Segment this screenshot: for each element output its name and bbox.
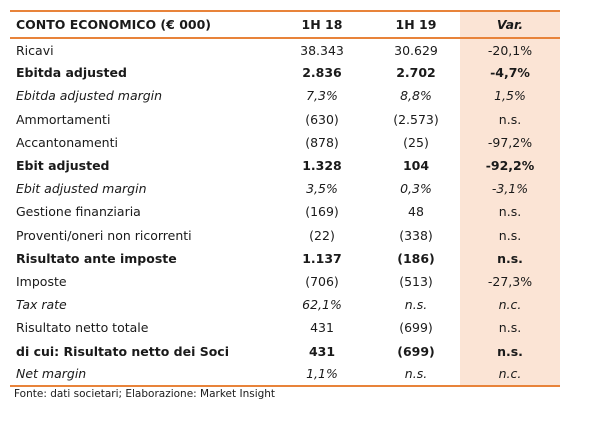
column-header: 1H 19 (395, 17, 437, 32)
row-label: Ebitda adjusted margin (16, 88, 163, 104)
table-container: CONTO ECONOMICO (€ 000) 1H 18 1H 19 Var. Ri… (10, 10, 560, 387)
cell: (699) (397, 343, 435, 359)
cell: (169) (305, 204, 339, 220)
cell: n.s. (460, 246, 560, 270)
table-row: Risultato netto totale 431 (699) n.s. (10, 316, 560, 340)
row-label: Imposte (16, 273, 67, 289)
cell: n.s. (460, 339, 560, 363)
row-label: Tax rate (16, 297, 67, 313)
table-row: di cui: Risultato netto dei Soci 431 (699)… (10, 339, 560, 363)
row-label: Risultato netto totale (16, 320, 149, 336)
cell: 431 (310, 320, 334, 336)
cell: n.s. (404, 366, 428, 382)
cell: (338) (399, 227, 433, 243)
source-note: Fonte: dati societari; Elaborazione: Mar… (14, 388, 276, 400)
cell: 1.328 (302, 158, 342, 174)
cell: n.s. (460, 200, 560, 224)
cell: 62,1% (302, 297, 342, 313)
cell: 1,1% (306, 366, 338, 382)
cell: 1,5% (460, 84, 560, 108)
cell: -20,1% (460, 38, 560, 62)
cell: 8,8% (400, 88, 432, 104)
cell: 3,5% (306, 181, 338, 197)
cell: 48 (408, 204, 424, 220)
table-row: Net margin 1,1% n.s. n.c. (10, 362, 560, 386)
cell: -97,2% (460, 130, 560, 154)
cell: 7,3% (306, 88, 338, 104)
cell: 104 (402, 158, 430, 174)
row-label: Ammortamenti (16, 111, 111, 127)
income-table: CONTO ECONOMICO (€ 000) 1H 18 1H 19 Var. Ri… (10, 10, 560, 387)
cell: 30.629 (394, 42, 438, 58)
column-header: Var. (460, 11, 560, 38)
cell: 38.343 (300, 42, 344, 58)
table-body: Ricavi 38.343 30.629 -20,1% Ebitda adjusted 2… (10, 38, 560, 386)
row-label: Ricavi (16, 42, 54, 58)
table-row: Ebit adjusted margin 3,5% 0,3% -3,1% (10, 177, 560, 201)
cell: -4,7% (460, 61, 560, 85)
cell: (878) (305, 134, 339, 150)
row-label: Ebit adjusted (16, 158, 110, 174)
cell: (22) (309, 227, 335, 243)
cell: (699) (399, 320, 433, 336)
table-row: Ebitda adjusted margin 7,3% 8,8% 1,5% (10, 84, 560, 108)
cell: -27,3% (460, 269, 560, 294)
header-row: CONTO ECONOMICO (€ 000) 1H 18 1H 19 Var. (10, 11, 560, 38)
row-label: Proventi/oneri non ricorrenti (16, 227, 192, 243)
table-row: Imposte (706) (513) -27,3% (10, 269, 560, 294)
table-row: Ebitda adjusted 2.836 2.702 -4,7% (10, 61, 560, 85)
cell: -3,1% (460, 177, 560, 201)
cell: -92,2% (460, 153, 560, 178)
table-row: Ebit adjusted 1.328 104 -92,2% (10, 153, 560, 178)
row-label: Accantonamenti (16, 134, 118, 150)
cell: (630) (305, 111, 339, 127)
cell: 431 (308, 343, 336, 359)
table-row: Risultato ante imposte 1.137 (186) n.s. (10, 246, 560, 270)
cell: 2.836 (302, 65, 342, 81)
cell: (25) (403, 134, 429, 150)
table-row: Ammortamenti (630) (2.573) n.s. (10, 107, 560, 131)
cell: n.s. (460, 223, 560, 247)
column-header: 1H 18 (301, 17, 343, 32)
cell: 2.702 (396, 65, 436, 81)
cell: (513) (399, 273, 433, 289)
cell: 0,3% (400, 181, 432, 197)
cell: (706) (305, 273, 339, 289)
row-label: Risultato ante imposte (16, 250, 177, 266)
column-header: CONTO ECONOMICO (€ 000) (16, 17, 212, 32)
row-label: Net margin (16, 366, 87, 382)
cell: n.c. (460, 362, 560, 386)
cell: (2.573) (393, 111, 439, 127)
table-row: Accantonamenti (878) (25) -97,2% (10, 130, 560, 154)
row-label: Ebitda adjusted (16, 65, 127, 81)
cell: (186) (397, 250, 435, 266)
cell: n.s. (460, 316, 560, 340)
row-label: Gestione finanziaria (16, 204, 141, 220)
row-label: Ebit adjusted margin (16, 181, 147, 197)
cell: n.s. (404, 297, 428, 313)
table-row: Gestione finanziaria (169) 48 n.s. (10, 200, 560, 224)
cell: n.s. (460, 107, 560, 131)
table-row: Tax rate 62,1% n.s. n.c. (10, 293, 560, 317)
cell: 1.137 (302, 250, 342, 266)
cell: n.c. (460, 293, 560, 317)
row-label: di cui: Risultato netto dei Soci (16, 343, 230, 359)
table-row: Ricavi 38.343 30.629 -20,1% (10, 38, 560, 62)
table-row: Proventi/oneri non ricorrenti (22) (338) n.… (10, 223, 560, 247)
